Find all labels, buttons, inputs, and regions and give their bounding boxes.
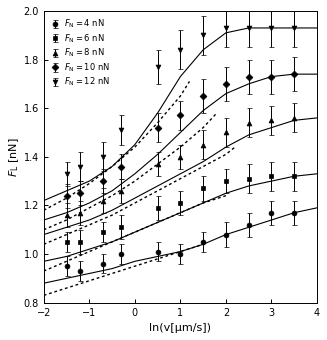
X-axis label: ln(v[μm/s]): ln(v[μm/s]) (149, 323, 211, 333)
Legend: $F_{\mathrm{N}}= 4$ nN, $F_{\mathrm{N}}= 6$ nN, $F_{\mathrm{N}}= 8$ nN, $F_{\mat: $F_{\mathrm{N}}= 4$ nN, $F_{\mathrm{N}}=… (48, 15, 112, 91)
Y-axis label: $F_{\mathrm{L}}$ [nN]: $F_{\mathrm{L}}$ [nN] (7, 137, 21, 177)
